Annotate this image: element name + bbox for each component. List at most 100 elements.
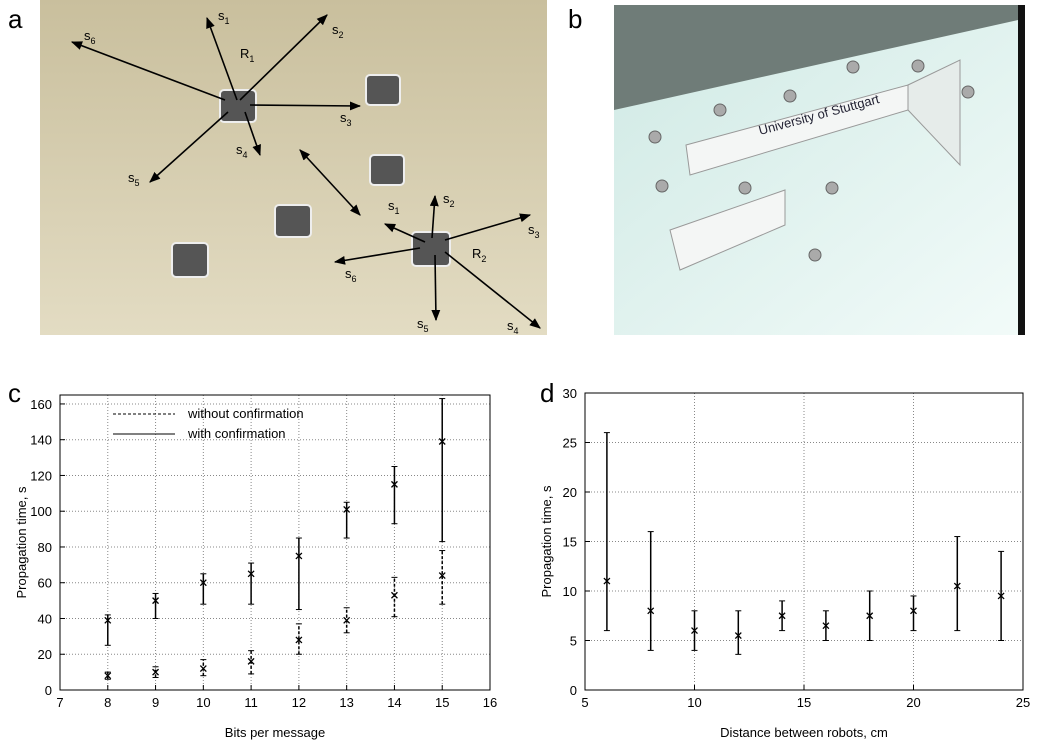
label-sub: 4 (514, 326, 519, 336)
mean-marker (295, 636, 303, 644)
direction-label: s3 (340, 110, 352, 128)
x-tick-label: 8 (104, 695, 111, 710)
direction-label: s4 (236, 142, 248, 160)
y-tick-label: 15 (563, 535, 577, 550)
label-sub: 4 (243, 150, 248, 160)
label-base: s (84, 28, 91, 43)
mean-marker (390, 591, 398, 599)
y-tick-label: 20 (38, 647, 52, 662)
x-tick-label: 20 (906, 695, 920, 710)
x-tick-label: 7 (56, 695, 63, 710)
label-sub: 2 (450, 199, 455, 209)
panel-label: d (540, 378, 554, 408)
mean-marker (343, 505, 351, 513)
mean-marker (822, 622, 830, 630)
plot-frame (59, 394, 491, 691)
label-base: s (417, 316, 424, 331)
label-sub: 5 (424, 324, 429, 334)
label-base: s (218, 8, 225, 23)
y-tick-label: 20 (563, 485, 577, 500)
mean-marker (603, 577, 611, 585)
robot-label: R1 (240, 46, 254, 64)
x-tick-label: 10 (687, 695, 701, 710)
mean-marker (691, 627, 698, 635)
label-sub: 5 (135, 178, 140, 188)
direction-label: s6 (84, 28, 96, 46)
direction-label: s6 (345, 266, 357, 284)
label-sub: 2 (339, 30, 344, 40)
x-axis-label: Bits per message (225, 725, 325, 740)
x-tick-label: 15 (435, 695, 449, 710)
label-sub: 1 (225, 16, 230, 26)
legend-label: with confirmation (187, 426, 286, 441)
mean-marker (199, 665, 207, 673)
y-tick-label: 100 (30, 504, 52, 519)
y-tick-label: 160 (30, 397, 52, 412)
y-tick-label: 120 (30, 468, 52, 483)
robot-label: R2 (472, 246, 486, 264)
mean-marker (247, 570, 255, 578)
mean-marker (778, 612, 786, 620)
mean-marker (438, 572, 446, 580)
y-tick-label: 40 (38, 611, 52, 626)
y-axis-label: Propagation time, s (14, 486, 29, 599)
y-tick-label: 0 (570, 683, 577, 698)
x-tick-label: 12 (292, 695, 306, 710)
panel-label: a (8, 4, 23, 34)
panel-label: c (8, 378, 21, 408)
mean-marker (647, 607, 655, 615)
x-tick-label: 11 (244, 695, 258, 710)
mean-marker (104, 672, 112, 680)
y-tick-label: 5 (570, 634, 577, 649)
label-base: s (128, 170, 135, 185)
mean-marker (295, 552, 303, 560)
mean-marker (734, 632, 742, 640)
photo-b: University of Stuttgart (614, 5, 1025, 335)
mean-marker (343, 616, 351, 624)
mean-marker (199, 579, 207, 587)
direction-label: s2 (332, 22, 344, 40)
y-tick-label: 140 (30, 433, 52, 448)
x-tick-label: 14 (387, 695, 401, 710)
label-base: s (528, 222, 535, 237)
mean-marker (104, 616, 112, 624)
y-tick-label: 80 (38, 540, 52, 555)
label-sub: 3 (535, 230, 540, 240)
x-tick-label: 10 (196, 695, 210, 710)
direction-label: s4 (507, 318, 519, 336)
direction-label: s5 (417, 316, 429, 334)
direction-label: s1 (218, 8, 230, 26)
direction-label: s1 (388, 198, 400, 216)
y-axis-label: Propagation time, s (539, 485, 554, 598)
x-tick-label: 15 (797, 695, 811, 710)
mean-marker (247, 657, 255, 665)
x-tick-label: 16 (483, 695, 497, 710)
y-tick-label: 0 (45, 683, 52, 698)
label-sub: 3 (347, 118, 352, 128)
label-base: s (345, 266, 352, 281)
mean-marker (910, 607, 917, 615)
mean-marker (953, 582, 961, 590)
mean-marker (152, 597, 160, 605)
y-tick-label: 60 (38, 576, 52, 591)
x-tick-label: 5 (581, 695, 588, 710)
label-base: s (443, 191, 450, 206)
x-tick-label: 25 (1016, 695, 1030, 710)
panel-label: b (568, 4, 582, 34)
x-tick-label: 9 (152, 695, 159, 710)
x-tick-label: 13 (339, 695, 353, 710)
plot-frame (584, 392, 1024, 691)
label-base: s (236, 142, 243, 157)
y-tick-label: 30 (563, 386, 577, 401)
y-tick-label: 25 (563, 436, 577, 451)
y-tick-label: 10 (563, 584, 577, 599)
mean-marker (390, 480, 398, 488)
direction-label: s5 (128, 170, 140, 188)
legend-label: without confirmation (187, 406, 304, 421)
label-base: s (507, 318, 514, 333)
label-base: s (332, 22, 339, 37)
mean-marker (438, 438, 446, 445)
